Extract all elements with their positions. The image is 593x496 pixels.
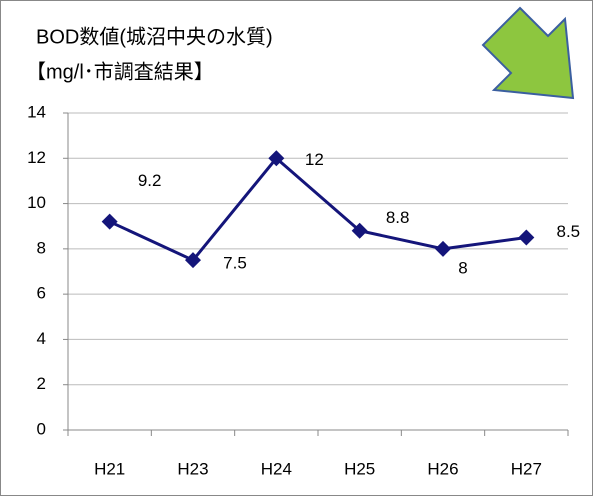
data-label: 9.2 [138, 171, 162, 190]
line [109, 156, 527, 263]
x-tick-label: H24 [261, 459, 292, 478]
data-label: 8.8 [386, 208, 410, 227]
y-tick-label: 2 [37, 374, 46, 393]
marker [185, 252, 201, 269]
y-tick-label: 14 [27, 102, 46, 121]
arrow-icon [481, 6, 575, 100]
y-tick-label: 6 [37, 284, 46, 303]
chart-subtitle: 【mg/l･市調査結果】 [26, 60, 214, 83]
marker [435, 240, 451, 257]
marker [351, 222, 368, 239]
marker [101, 213, 118, 230]
marker [268, 150, 285, 167]
chart-title: BOD数値(城沼中央の水質) [36, 25, 273, 48]
x-tick-label: H26 [427, 459, 458, 478]
data-label: 8 [458, 258, 467, 277]
data-label: 12 [305, 150, 324, 169]
x-tick-label: H23 [177, 459, 208, 478]
y-tick-label: 0 [37, 419, 46, 438]
x-tick-label: H21 [94, 459, 125, 478]
data-label: 8.5 [557, 222, 581, 241]
data-label: 7.5 [223, 254, 247, 273]
marker [518, 229, 535, 246]
x-tick-label: H27 [511, 459, 542, 478]
y-tick-label: 10 [27, 193, 46, 212]
x-tick-label: H25 [344, 459, 375, 478]
y-tick-label: 4 [37, 329, 46, 348]
y-tick-label: 12 [27, 148, 46, 167]
y-tick-label: 8 [37, 238, 46, 257]
